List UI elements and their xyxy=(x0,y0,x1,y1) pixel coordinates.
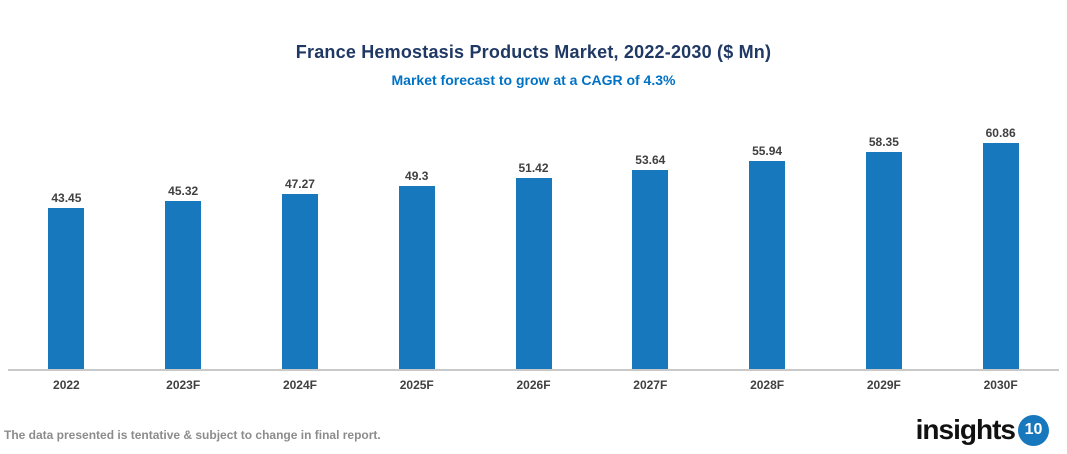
x-axis-label: 2027F xyxy=(633,378,668,392)
x-axis-tick: 2023F xyxy=(125,371,242,394)
bar xyxy=(632,169,669,369)
bar-value-label: 53.64 xyxy=(635,152,666,167)
x-axis-tick: 2025F xyxy=(358,371,475,394)
bar xyxy=(982,143,1019,369)
logo-badge: 10 xyxy=(1018,414,1049,446)
bar-column: 53.64 xyxy=(592,153,709,369)
x-axis-label: 2028F xyxy=(750,378,785,392)
bar-column: 55.94 xyxy=(709,144,826,369)
bar-chart: 43.45 45.32 47.27 49.3 51.42 53.64 55.94 58.35 6… xyxy=(8,126,1059,394)
x-axis-tick: 2029F xyxy=(825,371,942,394)
bar xyxy=(281,193,318,369)
plot-area: 43.45 45.32 47.27 49.3 51.42 53.64 55.94 58.35 6… xyxy=(8,126,1059,371)
x-axis-label: 2029F xyxy=(866,378,901,392)
x-axis-label: 2023F xyxy=(166,378,201,392)
bar xyxy=(865,152,902,369)
bar xyxy=(515,178,552,369)
bar-column: 60.86 xyxy=(942,126,1059,369)
chart-header: France Hemostasis Products Market, 2022-… xyxy=(0,0,1067,88)
chart-subtitle: Market forecast to grow at a CAGR of 4.3… xyxy=(391,72,676,88)
x-axis-tick: 2030F xyxy=(942,371,1059,394)
bar xyxy=(398,185,435,369)
bar-value-label: 58.35 xyxy=(868,135,899,150)
bar-value-label: 49.3 xyxy=(405,168,429,183)
bar-value-label: 45.32 xyxy=(168,183,199,198)
disclaimer-text: The data presented is tentative & subjec… xyxy=(4,428,381,442)
bar-column: 51.42 xyxy=(475,161,592,369)
x-axis-label: 2024F xyxy=(282,378,317,392)
bar-value-label: 55.94 xyxy=(752,144,783,159)
bar-value-label: 47.27 xyxy=(284,176,315,191)
bar-column: 43.45 xyxy=(8,191,125,369)
bar xyxy=(749,161,786,369)
x-axis-tick: 2027F xyxy=(592,371,709,394)
chart-title: France Hemostasis Products Market, 2022-… xyxy=(295,42,772,62)
bar xyxy=(48,207,85,369)
bar-value-label: 43.45 xyxy=(51,190,82,205)
x-axis-label: 2022 xyxy=(53,378,80,392)
x-axis: 2022 2023F 2024F 2025F 2026F 2027F 2028F 2029F 2… xyxy=(8,371,1059,394)
x-axis-label: 2030F xyxy=(983,378,1018,392)
x-axis-tick: 2028F xyxy=(709,371,826,394)
bar-column: 49.3 xyxy=(358,169,475,369)
bar-column: 45.32 xyxy=(125,184,242,369)
x-axis-tick: 2022 xyxy=(8,371,125,394)
x-axis-label: 2026F xyxy=(516,378,551,392)
bar-value-label: 51.42 xyxy=(518,161,549,176)
bar-value-label: 60.86 xyxy=(985,126,1016,140)
x-axis-tick: 2024F xyxy=(242,371,359,394)
bar-column: 47.27 xyxy=(242,176,359,369)
x-axis-tick: 2026F xyxy=(475,371,592,394)
logo-wordmark: insights xyxy=(915,414,1016,445)
bar-column: 58.35 xyxy=(825,135,942,369)
bar xyxy=(165,200,202,369)
insights10-logo: insights 10 xyxy=(916,414,1049,446)
x-axis-label: 2025F xyxy=(399,378,434,392)
